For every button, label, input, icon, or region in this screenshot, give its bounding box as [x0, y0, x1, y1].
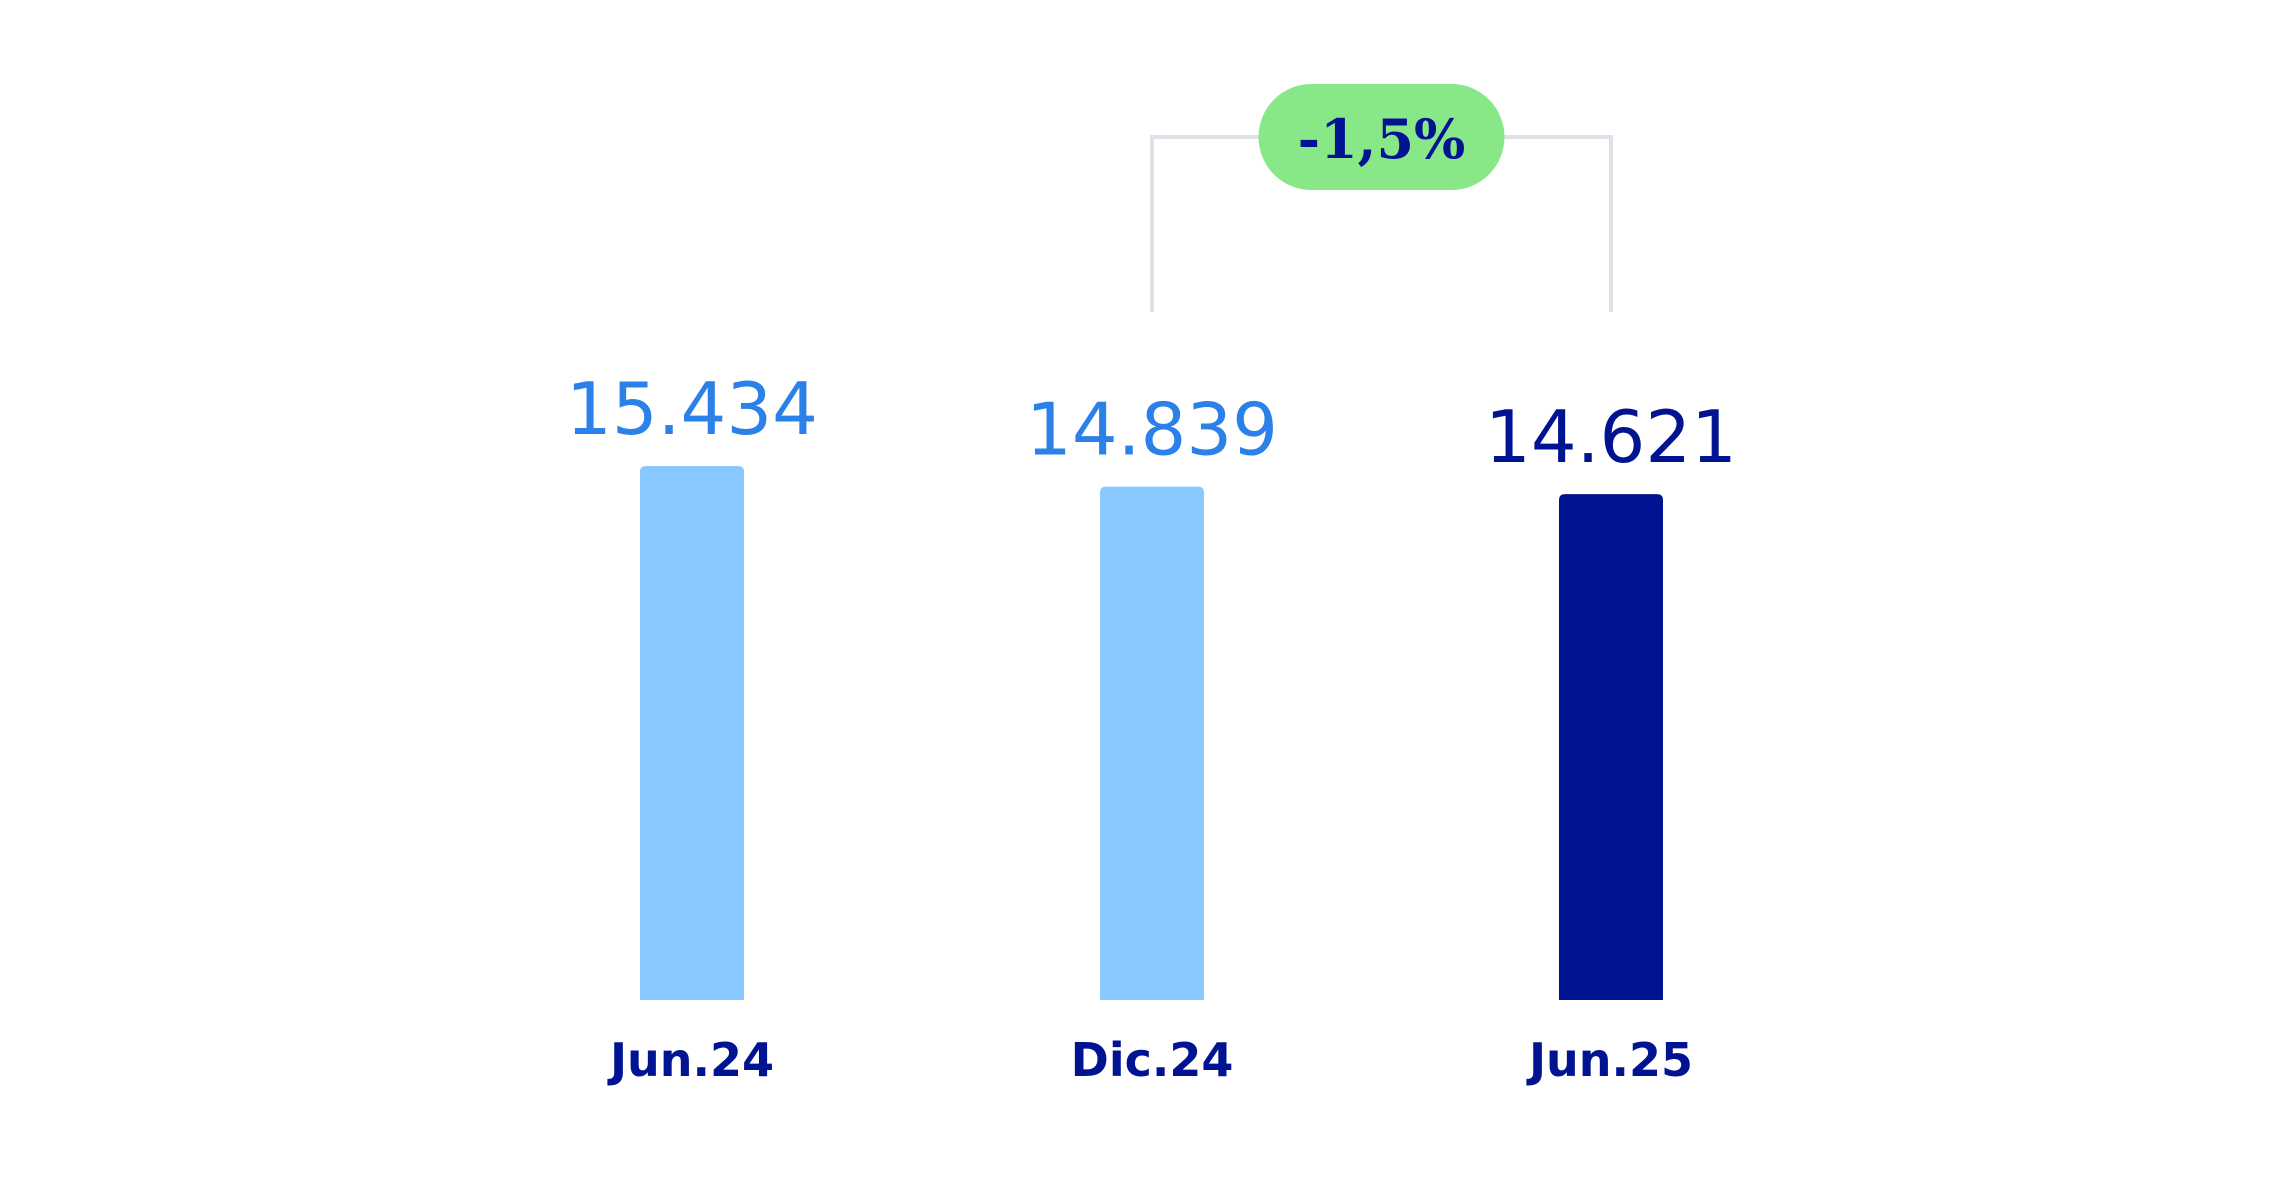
- category-label: Dic.24: [1071, 1033, 1234, 1087]
- category-label: Jun.24: [607, 1033, 774, 1087]
- category-labels: Jun.24 Dic.24 Jun.25: [607, 1033, 1693, 1087]
- category-label: Jun.25: [1526, 1033, 1693, 1087]
- bars: [640, 466, 1663, 1000]
- value-label: 15.434: [566, 367, 818, 451]
- change-badge-text: -1,5%: [1298, 107, 1466, 171]
- value-label: 14.621: [1485, 395, 1737, 479]
- value-labels: 15.434 14.839 14.621: [566, 367, 1737, 479]
- bar-dic-24: [1100, 486, 1204, 1000]
- bar-jun-25: [1559, 494, 1663, 1000]
- value-label: 14.839: [1026, 388, 1278, 472]
- bar-jun-24: [640, 466, 744, 1000]
- change-badge: -1,5%: [1258, 84, 1505, 190]
- change-badge-background: [1258, 84, 1505, 190]
